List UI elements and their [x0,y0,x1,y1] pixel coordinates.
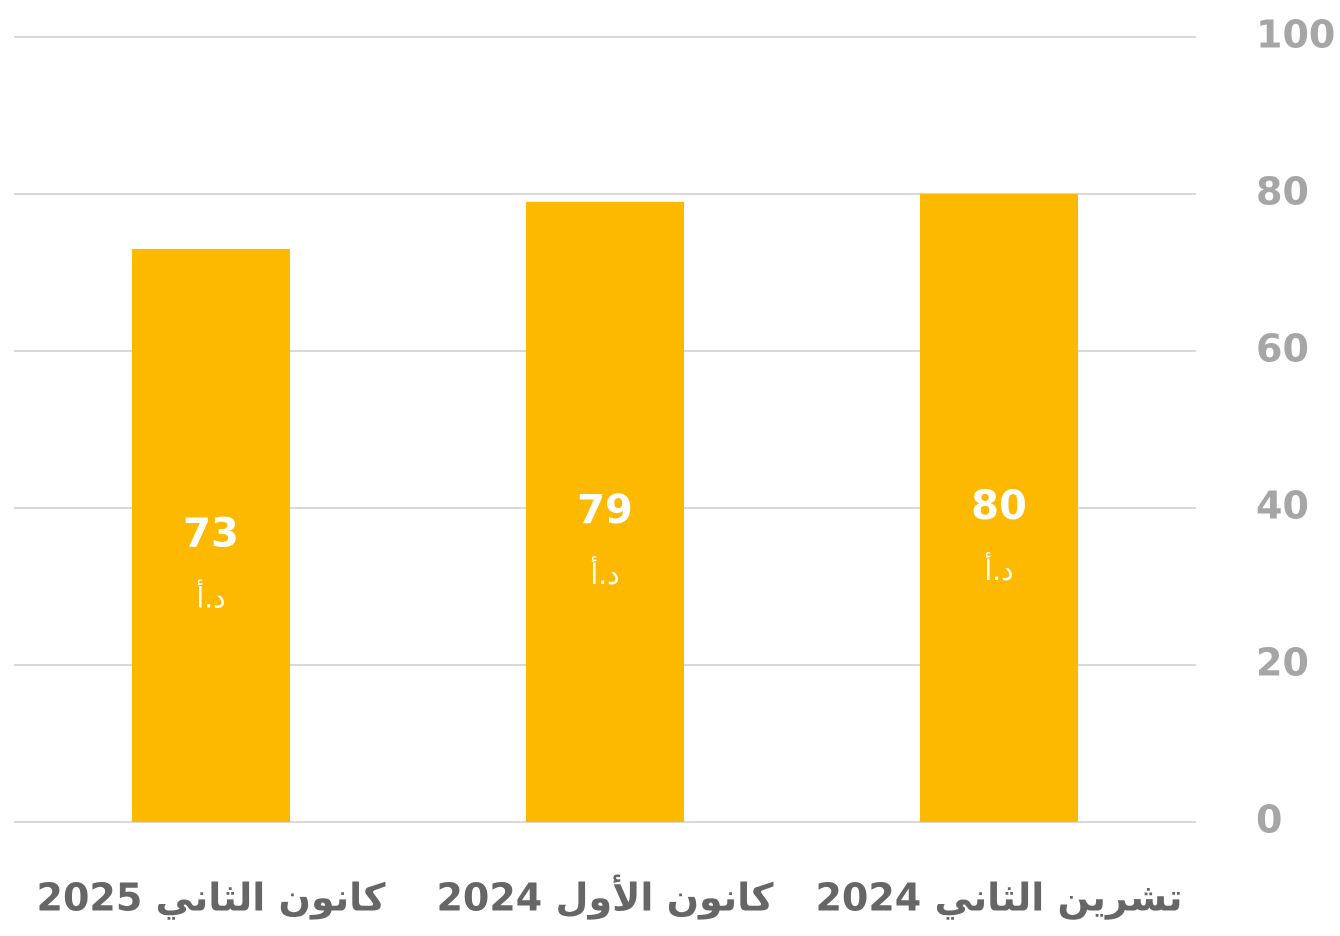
x-tick-label: تشرين الثاني 2024 [815,876,1182,920]
x-tick-label: كانون الثاني 2025 [37,876,387,920]
y-tick-label: 60 [1256,327,1309,371]
data-label-unit: د.أ [590,555,619,591]
data-label-unit: د.أ [984,551,1013,587]
data-label: 80 [971,483,1027,529]
data-label-unit: د.أ [196,578,225,614]
bar [920,194,1078,822]
y-tick-label: 80 [1256,170,1309,214]
y-tick-label: 20 [1256,641,1309,685]
y-tick-label: 0 [1256,798,1282,842]
x-tick-label: كانون الأول 2024 [436,874,774,921]
y-tick-label: 40 [1256,484,1309,528]
bar [132,248,290,822]
data-label: 73 [183,510,239,556]
data-label: 79 [577,487,633,533]
y-tick-label: 100 [1256,13,1335,57]
bar [526,201,684,823]
